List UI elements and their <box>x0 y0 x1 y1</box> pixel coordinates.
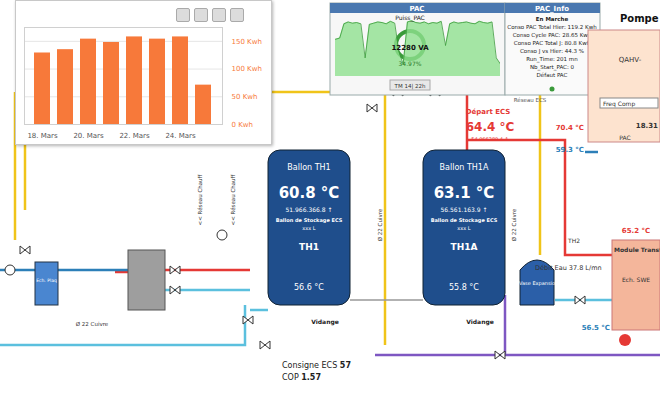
svg-text:Débit Eau 37.8 L/mn: Débit Eau 37.8 L/mn <box>535 264 602 272</box>
svg-text:TM 14| 22h: TM 14| 22h <box>394 83 426 90</box>
svg-text:Conso Cycle PAC: 28.65 Kwh: Conso Cycle PAC: 28.65 Kwh <box>513 32 592 39</box>
svg-text:20. Mars: 20. Mars <box>73 132 104 140</box>
svg-text:60.8 °C: 60.8 °C <box>279 184 340 202</box>
svg-text:TH1: TH1 <box>299 242 319 252</box>
svg-text:55.8 °C: 55.8 °C <box>449 283 479 292</box>
svg-text:Ech. SWE: Ech. SWE <box>622 276 650 283</box>
svg-text:22. Mars: 22. Mars <box>119 132 150 140</box>
svg-text:COP 1.57: COP 1.57 <box>282 373 321 382</box>
svg-text:Ballon TH1: Ballon TH1 <box>287 163 330 172</box>
svg-text:56.5 °C: 56.5 °C <box>582 324 610 332</box>
svg-text:100 Kwh: 100 Kwh <box>232 65 262 73</box>
svg-text:50 Kwh: 50 Kwh <box>232 93 258 101</box>
svg-text:56.6 °C: 56.6 °C <box>294 283 324 292</box>
svg-text:150 Kwh: 150 Kwh <box>232 38 262 46</box>
svg-text:Conso J vs Hier: 44.3 %: Conso J vs Hier: 44.3 % <box>520 48 584 55</box>
svg-text:70.4 °C: 70.4 °C <box>556 124 584 132</box>
svg-text:18.31: 18.31 <box>636 122 658 130</box>
svg-text:PAC_Info: PAC_Info <box>535 5 569 13</box>
svg-text:Consigne ECS 57: Consigne ECS 57 <box>282 361 351 370</box>
svg-text:Freq Comp: Freq Comp <box>603 100 635 108</box>
svg-text:59.3 °C: 59.3 °C <box>556 146 584 154</box>
svg-text:Vase Expansio: Vase Expansio <box>519 280 555 287</box>
svg-text:Départ ECS: Départ ECS <box>466 108 511 116</box>
svg-text:PAC: PAC <box>619 134 630 141</box>
html-text:34.97%: 34.97% <box>398 60 422 67</box>
svg-text:<< Réseau Chauff: << Réseau Chauff <box>197 174 203 225</box>
svg-text:Ech. Plaq: Ech. Plaq <box>36 278 57 283</box>
svg-text:64.4 °C: 64.4 °C <box>466 120 515 134</box>
svg-text:63.1 °C: 63.1 °C <box>434 184 495 202</box>
svg-text:Ballon TH1A: Ballon TH1A <box>440 163 489 172</box>
svg-text:PAC: PAC <box>409 5 424 13</box>
svg-text:65.2 °C: 65.2 °C <box>622 227 650 235</box>
svg-text:Ø 22 Cuivre: Ø 22 Cuivre <box>511 208 517 241</box>
svg-text:TH2: TH2 <box>567 237 580 244</box>
svg-text:Conso PAC Total J: 80.8 Kwh: Conso PAC Total J: 80.8 Kwh <box>514 40 591 47</box>
svg-text:56.561.163.9 ↑: 56.561.163.9 ↑ <box>440 206 487 213</box>
svg-text:xxx L: xxx L <box>302 225 315 231</box>
svg-text:xxx L: xxx L <box>457 225 470 231</box>
svg-text:18. Mars: 18. Mars <box>27 132 58 140</box>
svg-text:Défaut PAC: Défaut PAC <box>537 72 568 78</box>
svg-text:En Marche: En Marche <box>536 16 569 22</box>
svg-text:Réseau ECS: Réseau ECS <box>514 97 547 103</box>
svg-text:0 Kwh: 0 Kwh <box>232 121 253 129</box>
svg-text:Ballon de Stockage ECS: Ballon de Stockage ECS <box>276 217 343 224</box>
svg-text:Ballon de Stockage ECS: Ballon de Stockage ECS <box>431 217 498 224</box>
svg-text:TH1A: TH1A <box>451 242 478 252</box>
svg-text:54.966289.4 ↑: 54.966289.4 ↑ <box>471 136 509 142</box>
svg-text:<< Réseau Chauff: << Réseau Chauff <box>230 174 236 225</box>
svg-text:Run_Time: 201 mn: Run_Time: 201 mn <box>526 56 578 63</box>
svg-text:Ø 22 Cuivre: Ø 22 Cuivre <box>377 208 383 241</box>
svg-text:51.966.366.8 ↑: 51.966.366.8 ↑ <box>285 206 332 213</box>
svg-text:Nb_Start_PAC: 0: Nb_Start_PAC: 0 <box>530 64 575 71</box>
svg-text:Module Transfe: Module Transfe <box>614 246 660 253</box>
svg-text:QAHV-: QAHV- <box>619 56 642 64</box>
svg-text:Ø 22 Cuivre: Ø 22 Cuivre <box>76 321 109 327</box>
svg-text:Vidange: Vidange <box>311 318 339 326</box>
html-text:Puiss_PAC: Puiss_PAC <box>395 14 425 21</box>
svg-text:Vidange: Vidange <box>466 318 494 326</box>
svg-text:Conso PAC Total Hier: 119.2 Kw: Conso PAC Total Hier: 119.2 Kwh <box>507 24 597 30</box>
svg-text:Pompe A: Pompe A <box>620 13 660 24</box>
html-text:12280 VA: 12280 VA <box>391 44 429 52</box>
svg-text:24. Mars: 24. Mars <box>165 132 196 140</box>
